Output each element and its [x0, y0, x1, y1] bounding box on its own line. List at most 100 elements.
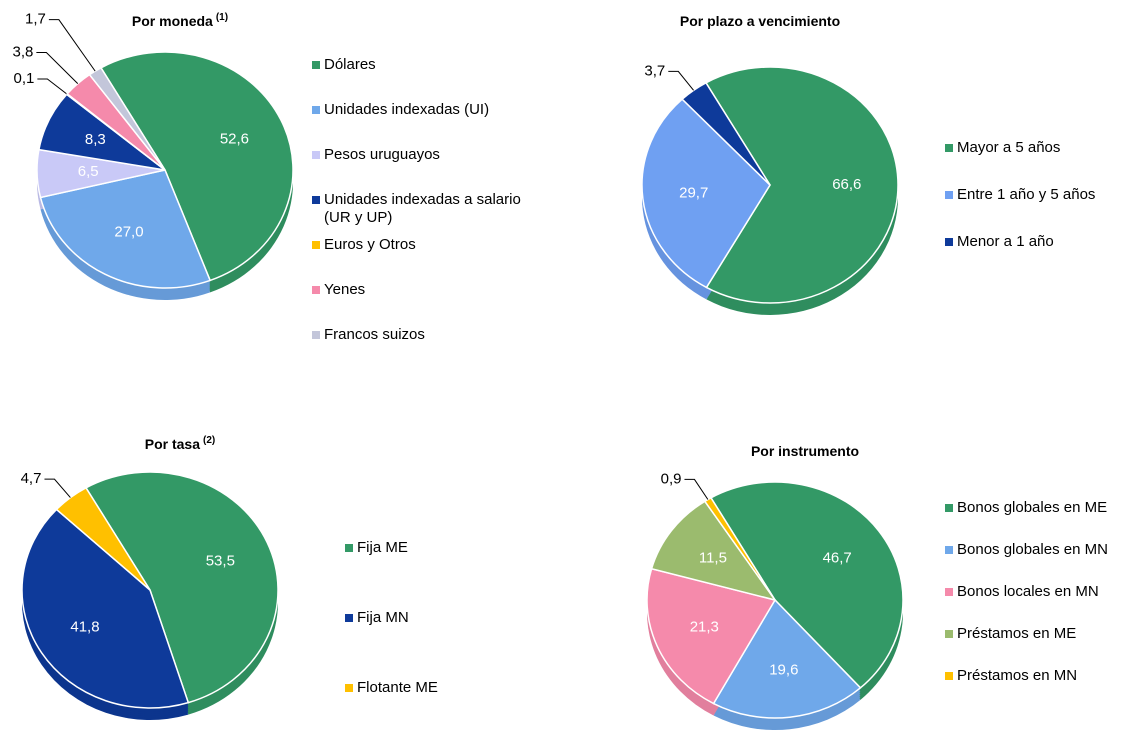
leader-line	[44, 478, 71, 498]
legend-item: Bonos locales en MN	[945, 583, 1147, 601]
legend-label: Francos suizos	[324, 326, 425, 343]
slice-label: 27,0	[114, 224, 143, 241]
legend-item: Mayor a 5 años	[945, 139, 1147, 157]
legend-item: Pesos uruguayos	[312, 146, 532, 164]
title-text: Por plazo a vencimiento	[680, 13, 840, 29]
legend-swatch	[312, 286, 320, 294]
legend-item: Entre 1 año y 5 años	[945, 186, 1147, 204]
chart-title: Por plazo a vencimiento	[680, 13, 840, 29]
slice-label: 46,7	[823, 549, 852, 566]
title-text: Por instrumento	[751, 443, 859, 459]
legend-item: Yenes	[312, 281, 532, 299]
slice	[84, 471, 279, 704]
legend-item: Préstamos en ME	[945, 625, 1147, 643]
legend-item: Bonos globales en MN	[945, 541, 1147, 559]
slice	[88, 66, 166, 171]
legend-label: Fija ME	[357, 539, 408, 556]
slice	[650, 500, 777, 602]
slice	[709, 481, 904, 689]
legend-item: Francos suizos	[312, 326, 532, 344]
legend-item: Menor a 1 año	[945, 233, 1147, 251]
legend-item: Unidades indexadas a salario (UR y UP)	[312, 191, 532, 227]
slice-label: 8,3	[85, 131, 106, 148]
legend-swatch	[945, 672, 953, 680]
legend-swatch	[945, 191, 953, 199]
slice-label: 6,5	[78, 163, 99, 180]
legend-swatch	[945, 630, 953, 638]
slice-label: 3,8	[13, 44, 34, 61]
slice	[646, 567, 777, 705]
legend-item: Unidades indexadas (UI)	[312, 101, 532, 119]
slice-label: 52,6	[220, 131, 249, 148]
legend-label: Dólares	[324, 56, 376, 73]
legend-label: Préstamos en MN	[957, 667, 1078, 684]
legend-label: Unidades indexadas a salario (UR y UP)	[324, 191, 521, 226]
leader-line	[48, 19, 96, 72]
leader-line	[36, 52, 79, 84]
legend-swatch	[945, 588, 953, 596]
legend-item: Bonos globales en ME	[945, 499, 1147, 517]
slice-label: 11,5	[699, 549, 727, 566]
legend-item: Fija ME	[345, 539, 565, 557]
slice	[21, 508, 190, 709]
slice-label: 53,5	[206, 553, 235, 570]
slice-label: 19,6	[769, 661, 798, 678]
legend-label: Bonos globales en ME	[957, 499, 1108, 516]
slice-label: 3,7	[644, 62, 665, 79]
leader-line	[684, 478, 709, 500]
slice	[39, 169, 212, 289]
legend-label: Pesos uruguayos	[324, 146, 440, 163]
title-text: Por tasa	[145, 436, 200, 452]
slice-label: 0,1	[14, 70, 35, 87]
leader-line	[668, 70, 694, 91]
legend-label: Entre 1 año y 5 años	[957, 186, 1096, 203]
slice-label: 0,9	[661, 470, 682, 487]
slice-label: 29,7	[679, 184, 708, 201]
legend-item: Préstamos en MN	[945, 667, 1147, 685]
legend-label: Fija MN	[357, 609, 409, 626]
legend-swatch	[945, 238, 953, 246]
legend-swatch	[312, 151, 320, 159]
legend-item: Dólares	[312, 56, 532, 74]
slice-label: 21,3	[690, 619, 719, 636]
slice-label: 1,7	[25, 11, 46, 28]
title-note: (1)	[216, 12, 228, 23]
legend-swatch	[345, 544, 353, 552]
slice-label: 4,7	[21, 470, 42, 487]
slice	[641, 98, 771, 289]
legend-swatch	[345, 684, 353, 692]
legend-item: Fija MN	[345, 609, 565, 627]
legend-swatch	[945, 546, 953, 554]
legend-swatch	[312, 331, 320, 339]
legend-swatch	[312, 106, 320, 114]
slice	[99, 51, 294, 282]
legend-item: Euros y Otros	[312, 236, 532, 254]
slice	[704, 66, 899, 304]
legend-label: Bonos locales en MN	[957, 583, 1099, 600]
title-text: Por moneda	[132, 13, 213, 29]
legend-label: Euros y Otros	[324, 236, 416, 253]
slice-label: 66,6	[832, 176, 861, 193]
chart-title: Por moneda (1)	[132, 12, 228, 29]
leader-line	[37, 78, 68, 95]
legend-swatch	[945, 144, 953, 152]
legend-label: Yenes	[324, 281, 366, 298]
legend-item: Flotante ME	[345, 679, 565, 697]
legend-label: Bonos globales en MN	[957, 541, 1108, 558]
chart-title: Por tasa (2)	[145, 435, 215, 452]
slice-label: 41,8	[70, 619, 99, 636]
slice	[55, 486, 151, 591]
chart-title: Por instrumento	[751, 443, 859, 459]
legend-swatch	[945, 504, 953, 512]
legend-label: Menor a 1 año	[957, 233, 1054, 250]
slice	[712, 598, 862, 719]
legend-swatch	[312, 61, 320, 69]
legend-label: Mayor a 5 años	[957, 139, 1061, 156]
legend-swatch	[312, 241, 320, 249]
legend-swatch	[312, 196, 320, 204]
legend-label: Préstamos en ME	[957, 625, 1077, 642]
title-note: (2)	[203, 435, 215, 446]
legend-label: Flotante ME	[357, 679, 438, 696]
